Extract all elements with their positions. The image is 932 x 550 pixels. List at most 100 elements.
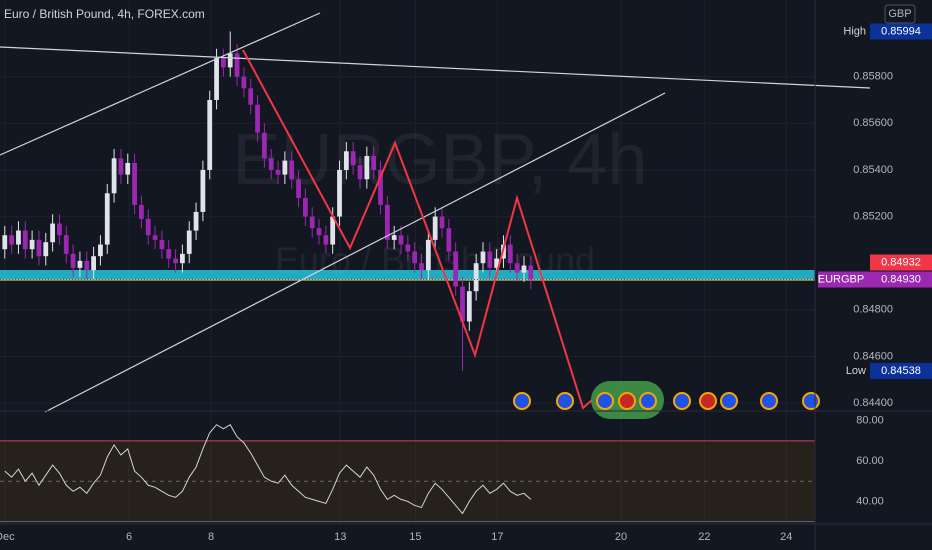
rsi-tick-label: 40.00 [856, 495, 884, 507]
candle-body [173, 258, 178, 264]
candle-body [50, 223, 55, 243]
symbol-text: EURGBP [818, 273, 864, 285]
candle-body [466, 291, 472, 322]
candle-body [166, 249, 172, 259]
candle-body [98, 244, 103, 257]
rsi-line [4, 424, 532, 515]
event-icon[interactable] [513, 392, 531, 410]
candle-body [261, 132, 267, 159]
candle-body [391, 235, 397, 240]
event-icon[interactable] [639, 392, 657, 410]
high_label-value: 0.85994 [881, 25, 921, 37]
candle-body [378, 169, 383, 205]
candle-body [70, 253, 76, 268]
candle-body [248, 88, 254, 105]
event-icon[interactable] [556, 392, 574, 410]
candle-body [398, 235, 404, 245]
y-tick-label: 0.84400 [853, 397, 893, 409]
candle-body [43, 242, 49, 257]
candle-body [473, 263, 479, 292]
candle-body [214, 58, 219, 101]
x-tick-label: 8 [208, 531, 214, 543]
event-icon[interactable] [596, 392, 614, 410]
candle-body [507, 244, 513, 264]
candle-body [528, 265, 534, 280]
candle-body [309, 216, 315, 229]
support-zone [0, 270, 815, 280]
candle-body [323, 235, 329, 245]
candle-body [343, 151, 349, 170]
candle-body [2, 235, 8, 250]
candle-body [425, 239, 431, 271]
zigzag-pattern [242, 49, 593, 410]
candle-body [282, 160, 288, 175]
x-tick-label: 6 [126, 531, 132, 543]
candle-body [460, 286, 465, 322]
x-tick-label: 24 [780, 531, 792, 543]
candle-body [289, 160, 295, 180]
candle-body [220, 58, 226, 68]
rsi-band [0, 440, 815, 522]
candle-body [139, 204, 144, 219]
currency: GBP [888, 8, 911, 20]
x-tick-label: 15 [409, 531, 421, 543]
y-tick-label: 0.84600 [853, 350, 893, 362]
candle-body [514, 263, 520, 273]
event-icon[interactable] [673, 392, 691, 410]
candle-body [200, 169, 206, 212]
currency-box[interactable] [884, 4, 916, 24]
candle-body [302, 197, 308, 217]
y-tick-label: 0.85200 [853, 210, 893, 222]
x-tick-label: 22 [698, 531, 710, 543]
x-tick-label: Dec [0, 531, 15, 543]
events [513, 381, 820, 419]
y-tick-label: 0.85400 [853, 164, 893, 176]
candle-body [419, 263, 424, 271]
trendline [0, 46, 871, 89]
candle-body [84, 260, 90, 271]
candle-body [152, 235, 158, 240]
candle-body [132, 162, 137, 205]
candle-body [521, 265, 527, 273]
candle-body [125, 162, 131, 175]
event-icon[interactable] [802, 392, 820, 410]
high_label-text: High [843, 25, 866, 37]
candle-body [371, 155, 377, 170]
candle-body [227, 53, 233, 68]
candle-body [186, 230, 192, 254]
candle-body [180, 253, 185, 264]
y-tick-label: 0.85600 [853, 117, 893, 129]
candle-body [494, 258, 500, 268]
low_label-value: 0.84538 [881, 365, 921, 377]
candle-body [330, 216, 336, 245]
candle-body [384, 204, 390, 240]
event-icon[interactable] [760, 392, 778, 410]
chart-title: Euro / British Pound, 4h, FOREX.com [4, 7, 205, 21]
candle-body [29, 239, 35, 250]
event-icon[interactable] [618, 392, 636, 410]
candle-body [118, 158, 124, 175]
candle-body [337, 169, 342, 217]
candle-body [241, 76, 247, 89]
candle-body [357, 165, 363, 180]
rsi-tick-label: 60.00 [856, 455, 884, 467]
candle-body [268, 158, 274, 170]
event-icon[interactable] [720, 392, 738, 410]
event-icon[interactable] [699, 392, 717, 410]
trendline [0, 12, 321, 156]
candle-body [9, 235, 15, 245]
high_label-tag [870, 23, 932, 40]
candle-body [296, 179, 301, 198]
candle-body [255, 104, 260, 133]
low_label-tag [870, 362, 932, 379]
ask-tag [870, 254, 932, 271]
candle-body [480, 251, 486, 264]
symbol-tag [818, 271, 932, 288]
watermark: EURGBP, 4h [233, 120, 648, 200]
candle-body [77, 260, 83, 268]
x-tick-label: 20 [615, 531, 627, 543]
candle-body [316, 228, 322, 236]
candle-body [234, 53, 240, 77]
candle-body [104, 193, 110, 245]
